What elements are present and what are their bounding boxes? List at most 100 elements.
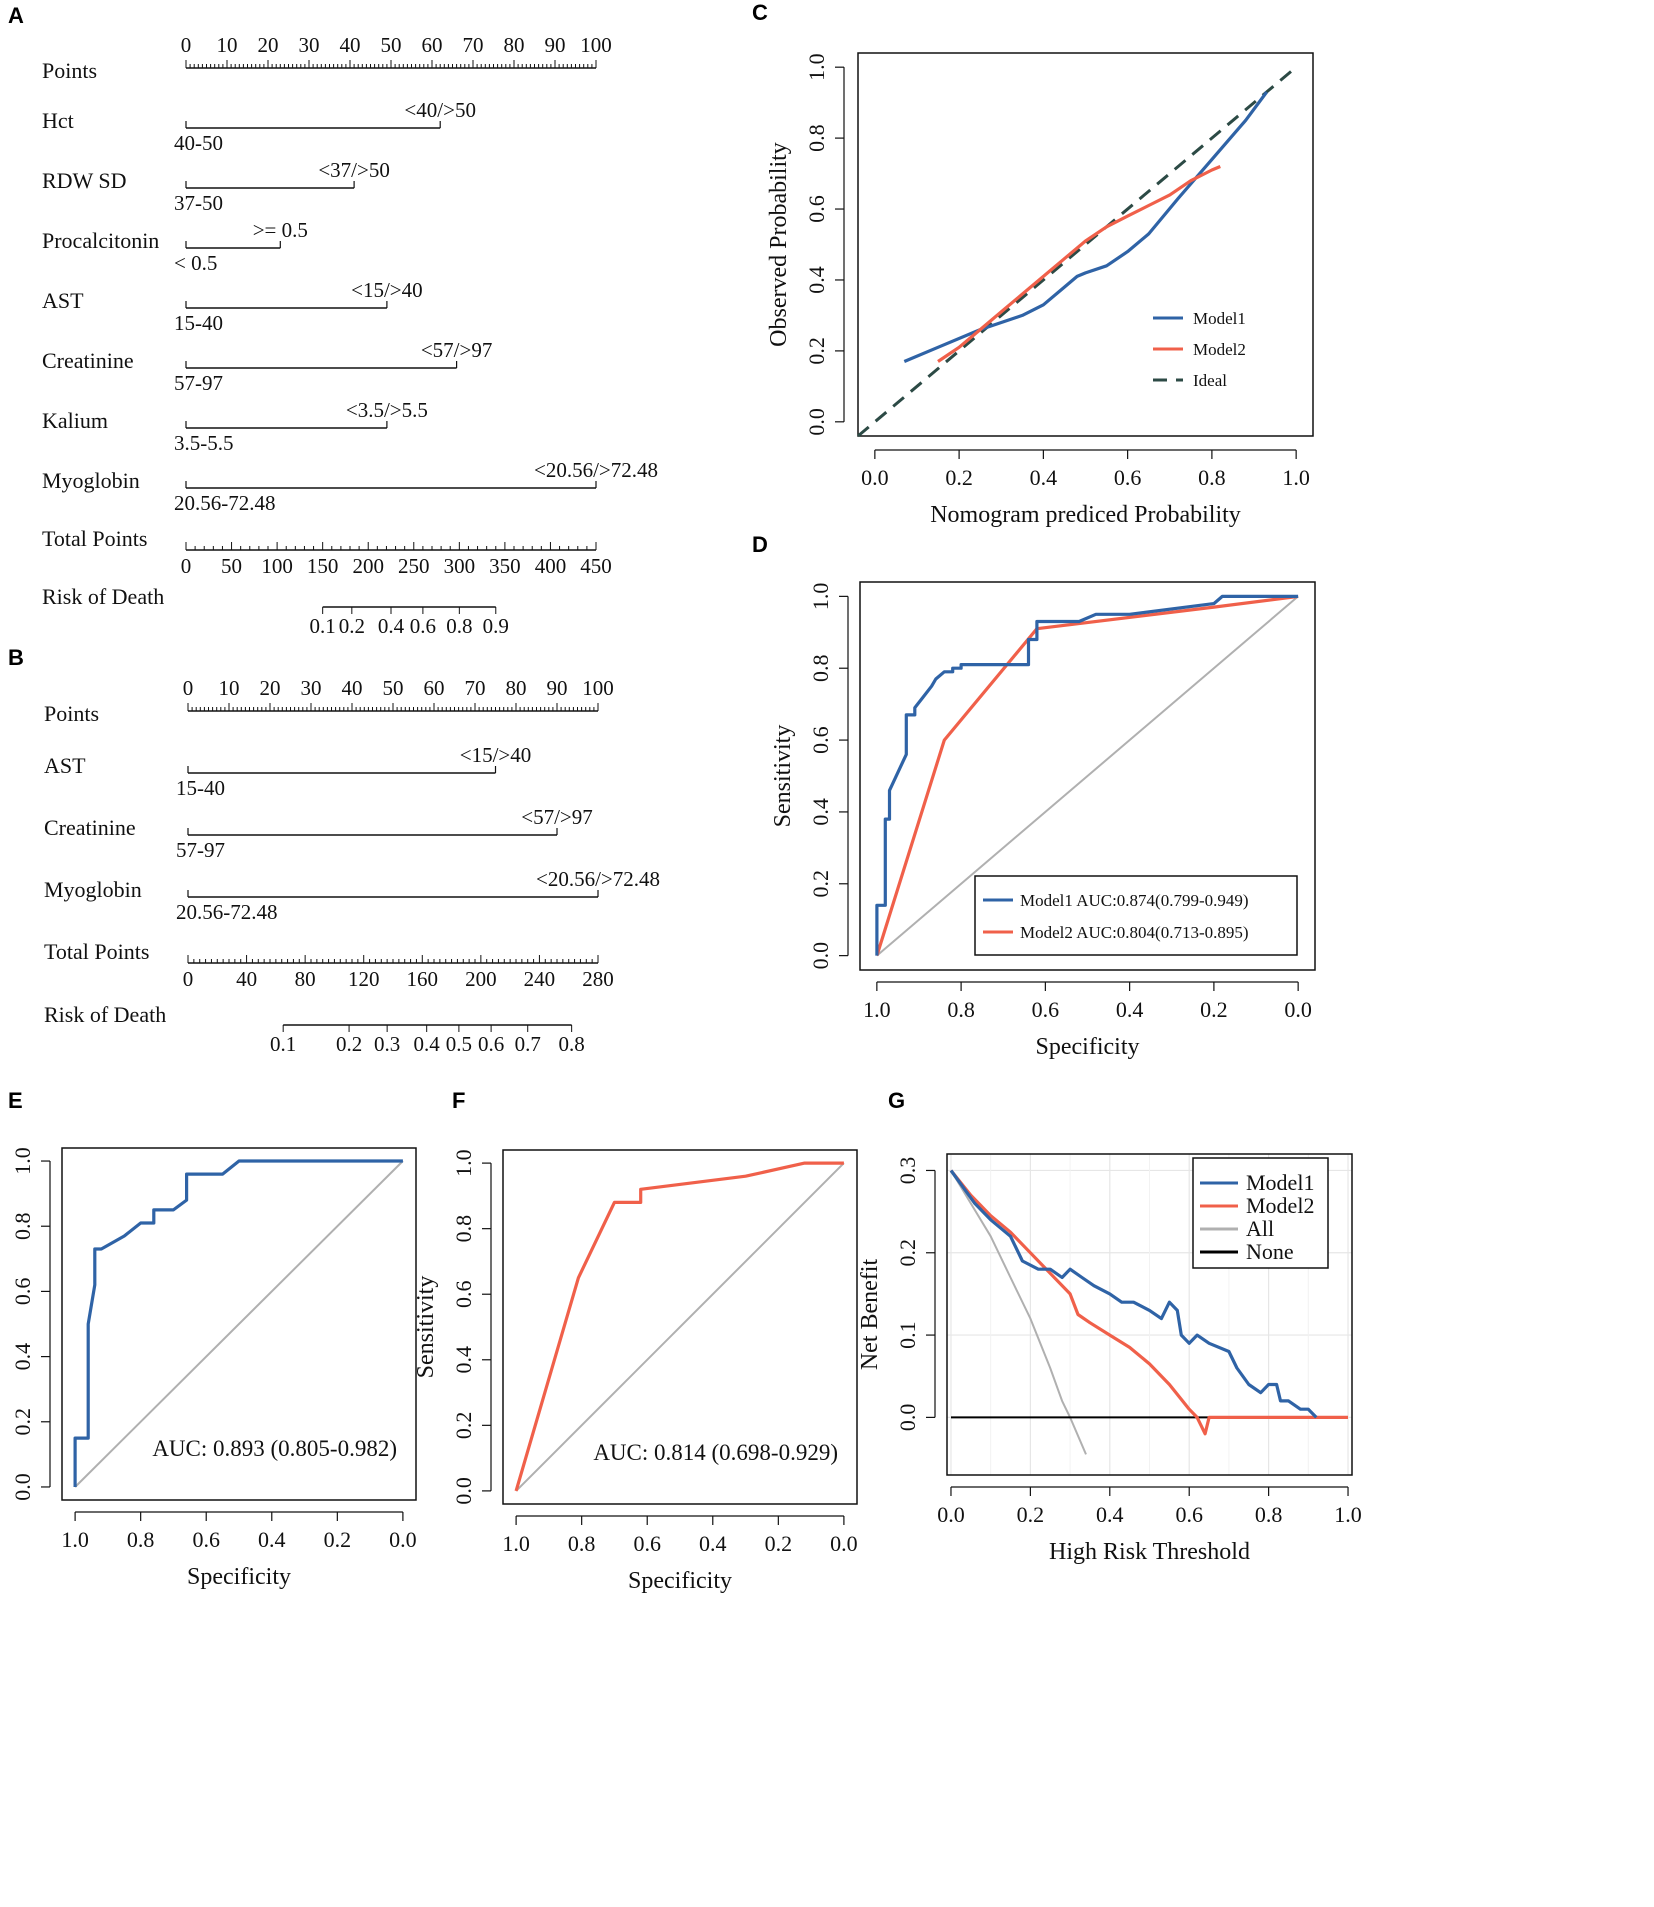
- plot-c-series-model2-line: [937, 165, 1221, 363]
- plot-g-x-tick-label: 0.8: [1255, 1502, 1283, 1527]
- nomogram-b-points-tick-label: 80: [506, 676, 527, 700]
- nomogram-b-variable-name: AST: [44, 753, 86, 778]
- nomogram-a-points-tick-label: 0: [181, 33, 192, 57]
- plot-d-frame: [859, 581, 1316, 971]
- nomogram-a-variable-high-label: <37/>50: [318, 158, 390, 182]
- plot-f-x-tick-label: 0.0: [830, 1531, 858, 1556]
- plot-d-y-tick-label: 0.2: [808, 870, 833, 898]
- plot-c-x-axis-label: Nomogram prediced Probability: [930, 502, 1241, 528]
- nomogram-b-points-tick-label: 30: [301, 676, 322, 700]
- nomogram-a-variable-low-label: 37-50: [174, 191, 223, 215]
- plot-g-series-all-line: [950, 1169, 1087, 1455]
- plot-g-legend-label-all: All: [1246, 1216, 1274, 1241]
- panel-label-D: D: [752, 532, 768, 557]
- nomogram-a-total-tick-label: 200: [352, 554, 384, 578]
- plot-f-y-tick-label: 0.0: [451, 1477, 476, 1505]
- plot-f-y-tick-label: 0.2: [451, 1412, 476, 1440]
- plot-d-legend-label-model1: Model1 AUC:0.874(0.799-0.949): [1020, 891, 1249, 910]
- plot-f-reference-line: [515, 1162, 845, 1492]
- plot-c-x-tick-label: 0.6: [1114, 465, 1142, 490]
- nomogram-a-variable-name: Procalcitonin: [42, 228, 159, 253]
- nomogram-b-risk-tick-label: 0.7: [515, 1032, 541, 1056]
- nomogram-b-points-tick-label: 40: [342, 676, 363, 700]
- plot-c-y-tick-label: 0.8: [804, 124, 829, 152]
- nomogram-b-points-tick-label: 90: [547, 676, 568, 700]
- plot-g-legend-label-model2: Model2: [1246, 1193, 1314, 1218]
- nomogram-a-variable-low-label: 20.56-72.48: [174, 491, 276, 515]
- nomogram-b-points-tick-label: 100: [582, 676, 614, 700]
- nomogram-a-points-tick-label: 40: [340, 33, 361, 57]
- nomogram-a-risk-tick-label: 0.6: [410, 614, 436, 638]
- nomogram-a-variable-high-label: <57/>97: [421, 338, 493, 362]
- nomogram-a-risk-tick-label: 0.2: [339, 614, 365, 638]
- nomogram-b-variable-name: Myoglobin: [44, 877, 142, 902]
- plot-g-frame: [946, 1153, 1353, 1476]
- plot-d-series-model1-line: [875, 594, 1299, 956]
- plot-e-y-tick-label: 0.4: [10, 1343, 35, 1371]
- plot-f-x-tick-label: 1.0: [502, 1531, 530, 1556]
- panel-label-E: E: [8, 1088, 23, 1113]
- plot-g-series-model2-line: [949, 1169, 1348, 1436]
- nomogram-a-total-tick-label: 50: [221, 554, 242, 578]
- plot-e-y-tick-label: 0.6: [10, 1278, 35, 1306]
- plot-d-y-axis-label: Sensitivity: [770, 725, 796, 828]
- nomogram-a-total-tick-label: 350: [489, 554, 521, 578]
- plot-e-auc-annotation: AUC: 0.893 (0.805-0.982): [152, 1436, 397, 1461]
- plot-e-y-tick-label: 0.0: [10, 1473, 35, 1501]
- plot-e-x-tick-label: 0.6: [192, 1527, 220, 1552]
- plot-f-x-tick-label: 0.2: [765, 1531, 793, 1556]
- plot-c-x-tick-label: 0.0: [861, 465, 889, 490]
- plot-g-y-tick-label: 0.2: [895, 1239, 920, 1267]
- nomogram-a-points-tick-label: 10: [217, 33, 238, 57]
- nomogram-b-points-tick-label: 50: [383, 676, 404, 700]
- plot-f-x-tick-label: 0.8: [568, 1531, 596, 1556]
- plot-c-y-tick-label: 0.2: [804, 337, 829, 365]
- plot-f-y-tick-label: 0.6: [451, 1280, 476, 1308]
- plot-c-y-tick-label: 0.6: [804, 195, 829, 223]
- nomogram-b-variable-high-label: <20.56/>72.48: [536, 867, 660, 891]
- nomogram-a-variable-name: RDW SD: [42, 168, 127, 193]
- nomogram-b-points-label: Points: [44, 701, 99, 726]
- nomogram-a-variable-name: AST: [42, 288, 84, 313]
- nomogram-a-variable-name: Myoglobin: [42, 468, 140, 493]
- nomogram-a-points-tick-label: 80: [504, 33, 525, 57]
- plot-g-x-tick-label: 0.2: [1017, 1502, 1045, 1527]
- plot-g-legend-label-none: None: [1246, 1239, 1294, 1264]
- nomogram-a-total-tick-label: 150: [307, 554, 339, 578]
- nomogram-a-points-tick-label: 60: [422, 33, 443, 57]
- nomogram-b-variable-low-label: 20.56-72.48: [176, 900, 278, 924]
- plot-c-x-tick-label: 0.4: [1030, 465, 1058, 490]
- plot-f-x-tick-label: 0.6: [633, 1531, 661, 1556]
- nomogram-b-variable-low-label: 15-40: [176, 776, 225, 800]
- nomogram-a-total-tick-label: 250: [398, 554, 430, 578]
- plot-f-frame: [502, 1149, 858, 1505]
- plot-d-x-tick-label: 1.0: [863, 997, 891, 1022]
- plot-f-y-axis-label: Sensitivity: [413, 1276, 439, 1379]
- nomogram-b-risk-tick-label: 0.5: [446, 1032, 472, 1056]
- nomogram-a-risk-tick-label: 0.1: [310, 614, 336, 638]
- nomogram-a-risk-tick-label: 0.8: [446, 614, 472, 638]
- nomogram-a-total-tick-label: 0: [181, 554, 192, 578]
- plot-d-x-tick-label: 0.2: [1200, 997, 1228, 1022]
- plot-e-roc-line: [73, 1159, 403, 1487]
- nomogram-a-variable-low-label: 3.5-5.5: [174, 431, 234, 455]
- nomogram-a-variable-low-label: 15-40: [174, 311, 223, 335]
- nomogram-b-total-tick-label: 40: [236, 967, 257, 991]
- nomogram-a-points-tick-label: 50: [381, 33, 402, 57]
- plot-e-x-axis-label: Specificity: [187, 1564, 291, 1590]
- nomogram-b-risk-tick-label: 0.1: [270, 1032, 296, 1056]
- nomogram-b-risk-tick-label: 0.4: [414, 1032, 441, 1056]
- nomogram-a-variable-low-label: 40-50: [174, 131, 223, 155]
- plot-f-x-tick-label: 0.4: [699, 1531, 727, 1556]
- nomogram-b-points-tick-label: 70: [465, 676, 486, 700]
- nomogram-b-variable-high-label: <15/>40: [460, 743, 532, 767]
- nomogram-a-total-tick-label: 400: [535, 554, 567, 578]
- panel-label-A: A: [8, 3, 24, 28]
- plot-c-series-model1-line: [903, 91, 1268, 363]
- plot-d-x-axis-label: Specificity: [1036, 1034, 1140, 1060]
- nomogram-b-risk-tick-label: 0.2: [336, 1032, 362, 1056]
- nomogram-b-total-tick-label: 280: [582, 967, 614, 991]
- plot-e-y-tick-label: 0.2: [10, 1408, 35, 1436]
- nomogram-a-variable-name: Creatinine: [42, 348, 134, 373]
- nomogram-b-total-tick-label: 200: [465, 967, 497, 991]
